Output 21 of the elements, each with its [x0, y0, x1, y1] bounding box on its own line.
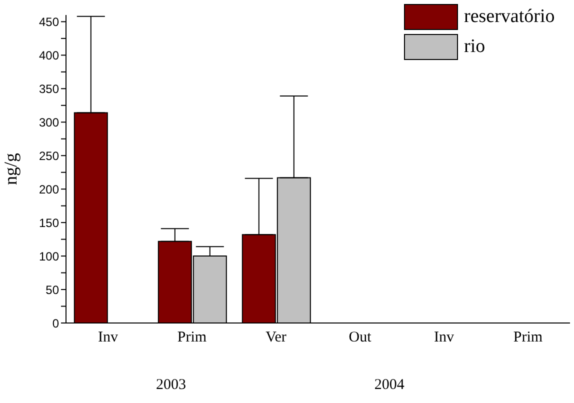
y-tick-label: 50 [46, 282, 60, 297]
y-axis-title: ng/g [0, 152, 20, 186]
x-tick-label: Ver [266, 330, 286, 346]
legend-label: rio [464, 36, 486, 58]
x-tick-label: Prim [177, 330, 207, 346]
text: 2003 [155, 377, 187, 394]
y-tick-label: 450 [38, 14, 60, 29]
y-tick-label: 150 [38, 216, 60, 230]
x-tick-label: Inv [434, 330, 454, 346]
y-tick-label: 350 [38, 82, 60, 96]
y-tick-label: 0 [52, 316, 60, 330]
y-tick-label: 400 [38, 48, 60, 62]
legend-label: reservatório [464, 6, 555, 28]
text: 2004 [373, 377, 406, 394]
x-tick-label: Prim [513, 330, 543, 346]
y-tick-label: 200 [38, 182, 60, 196]
x-tick-label: Out [348, 330, 372, 346]
y-tick-label: 250 [38, 148, 60, 163]
x-tick-label: Inv [98, 330, 118, 346]
y-tick-label: 100 [38, 249, 60, 264]
y-tick-label: 300 [38, 115, 60, 130]
